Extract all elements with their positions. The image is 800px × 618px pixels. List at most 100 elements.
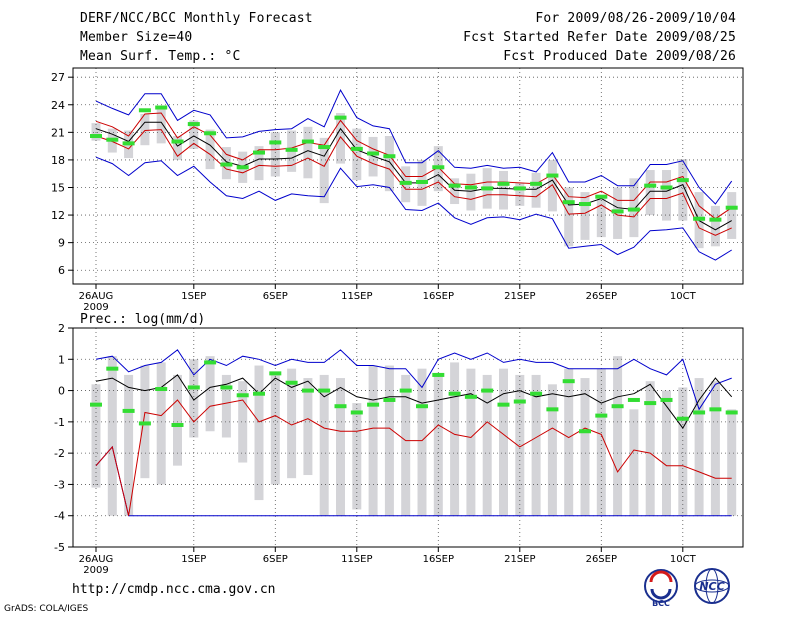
median-marker xyxy=(236,393,249,398)
median-marker xyxy=(546,173,559,178)
median-marker xyxy=(676,416,689,421)
series-line-mean xyxy=(95,121,732,231)
median-marker xyxy=(530,181,543,186)
median-marker xyxy=(383,154,396,159)
median-marker xyxy=(595,194,608,199)
source-url-link[interactable]: http://cmdp.ncc.cma.gov.cn xyxy=(72,582,276,597)
median-marker xyxy=(253,391,265,396)
x-tick-label: 21SEP xyxy=(504,554,535,565)
ensemble-box xyxy=(515,374,525,516)
ensemble-box xyxy=(564,368,574,516)
ensemble-box xyxy=(254,365,264,501)
x-tick-label: 6SEP xyxy=(263,554,288,565)
ensemble-box xyxy=(303,126,313,179)
ensemble-box xyxy=(156,362,166,485)
median-marker xyxy=(204,360,217,365)
ensemble-box xyxy=(499,368,508,516)
median-marker xyxy=(464,185,477,190)
median-marker xyxy=(138,108,151,113)
ensemble-box xyxy=(352,128,362,181)
y-tick-label: 0 xyxy=(58,385,65,398)
ensemble-box xyxy=(91,384,101,488)
median-marker xyxy=(627,207,640,212)
median-marker xyxy=(269,371,282,376)
ensemble-box xyxy=(678,158,688,221)
median-marker xyxy=(513,399,526,404)
y-tick-label: 9 xyxy=(58,237,65,250)
median-marker xyxy=(285,147,298,152)
ensemble-box xyxy=(499,170,508,210)
chart-panel-1: 6 9 12 15 18 21 24 27 26AUG 1SEP 6SEP 11SEP 16SEP 21S… xyxy=(51,67,744,313)
ncc-logo-icon: NCC xyxy=(694,568,730,604)
median-marker xyxy=(122,408,135,413)
median-marker xyxy=(448,391,461,396)
ensemble-box xyxy=(303,378,313,476)
ensemble-box xyxy=(368,365,378,516)
y-tick-label: 21 xyxy=(51,126,65,139)
x-tick-label: 26AUG xyxy=(79,291,114,302)
ensemble-box xyxy=(270,132,280,177)
median-marker xyxy=(562,379,575,384)
x-year-label: 2009 xyxy=(83,565,108,576)
median-marker xyxy=(138,421,151,426)
median-marker xyxy=(676,178,689,183)
ensemble-box xyxy=(482,374,492,516)
ensemble-box xyxy=(613,356,623,516)
ensemble-box xyxy=(515,182,525,206)
forecast-period: For 2009/08/26-2009/10/04 xyxy=(535,11,736,26)
y-tick-label: 24 xyxy=(51,99,65,112)
ensemble-box xyxy=(205,129,215,170)
ensemble-box xyxy=(336,378,345,516)
series-line-mean xyxy=(95,374,733,430)
median-marker xyxy=(301,388,314,393)
median-marker xyxy=(220,385,233,390)
ensemble-box xyxy=(727,409,737,516)
median-marker xyxy=(497,181,510,186)
x-tick-label: 1SEP xyxy=(181,291,206,302)
series-line-spread xyxy=(95,399,732,516)
ensemble-box xyxy=(710,205,720,247)
ensemble-box xyxy=(189,359,199,438)
median-marker xyxy=(530,391,543,396)
ensemble-box xyxy=(124,374,134,516)
y-tick-label: -2 xyxy=(54,447,65,460)
median-marker xyxy=(122,141,135,146)
x-tick-label: 6SEP xyxy=(263,291,288,302)
median-marker xyxy=(660,397,673,402)
median-marker xyxy=(220,162,233,167)
median-marker xyxy=(513,186,526,191)
median-marker xyxy=(693,410,706,415)
median-marker xyxy=(725,410,738,415)
median-marker xyxy=(416,179,428,184)
ensemble-box xyxy=(531,172,541,208)
ensemble-box xyxy=(401,374,411,516)
y-tick-label: 15 xyxy=(51,181,65,194)
precip-panel-title: Prec.: log(mm/d) xyxy=(80,312,205,327)
median-marker xyxy=(318,388,331,393)
median-marker xyxy=(546,407,559,412)
ensemble-box xyxy=(678,387,688,516)
series-line-min xyxy=(95,156,732,261)
ensemble-box xyxy=(580,378,590,516)
ensemble-box xyxy=(433,374,443,516)
ensemble-box xyxy=(629,409,639,516)
x-tick-label: 26AUG xyxy=(79,554,114,565)
ensemble-box xyxy=(596,368,606,516)
x-tick-label: 21SEP xyxy=(504,291,535,302)
median-marker xyxy=(204,131,217,136)
median-marker xyxy=(350,146,363,151)
bcc-logo-text: BCC xyxy=(652,599,670,608)
median-marker xyxy=(432,165,445,170)
produced-date: Fcst Produced Date 2009/08/26 xyxy=(503,49,736,64)
median-marker xyxy=(90,402,102,407)
median-marker xyxy=(562,200,575,205)
x-tick-label: 10CT xyxy=(670,291,697,302)
median-marker xyxy=(350,410,363,415)
ensemble-box xyxy=(466,368,476,516)
ncc-logo-text: NCC xyxy=(699,580,724,593)
ensemble-box xyxy=(221,374,231,438)
agency-logos: BCC NCC xyxy=(644,568,730,608)
median-marker xyxy=(416,404,428,409)
ensemble-box xyxy=(140,113,150,146)
